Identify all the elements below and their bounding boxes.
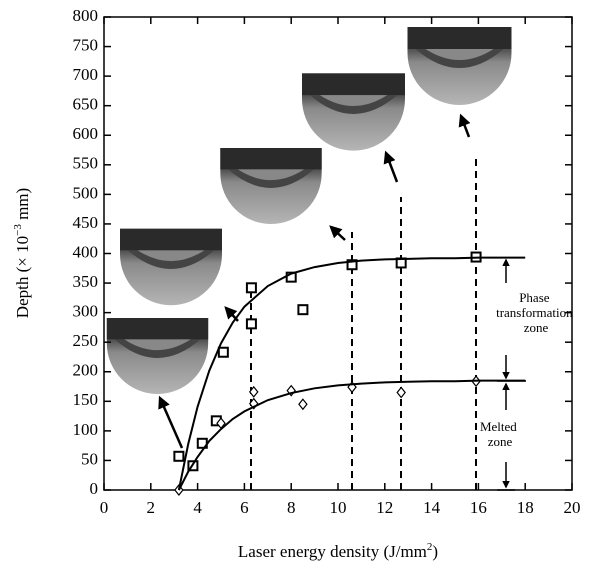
x-tick-label: 4: [193, 498, 202, 517]
y-tick-label: 200: [73, 361, 99, 380]
x-tick-label: 8: [287, 498, 296, 517]
y-tick-label: 800: [73, 6, 99, 25]
diamond-point: [298, 398, 308, 411]
y-tick-label: 150: [73, 390, 99, 409]
y-tick-label: 650: [73, 95, 99, 114]
x-label-part: 2: [427, 541, 433, 553]
fit-curve: [177, 256, 526, 491]
x-axis-label: Laser energy density (J/mm2): [238, 541, 438, 561]
square-point: [245, 318, 257, 330]
diamond-point: [396, 386, 406, 399]
x-tick-label: 10: [330, 498, 347, 517]
annotation-line: zone: [488, 434, 513, 449]
annotation: Phase transformation zone: [496, 290, 576, 335]
y-tick-label: 450: [73, 213, 99, 232]
dashed-guides: [250, 157, 477, 490]
annotation-line: Phase: [519, 290, 550, 305]
y-tick-label: 250: [73, 331, 99, 350]
y-axis-label: Depth (× 10−3 mm): [12, 188, 32, 318]
annotation-line: transformation: [496, 305, 573, 320]
y-tick-label: 550: [73, 154, 99, 173]
y-tick-label: 100: [73, 420, 99, 439]
y-label-part: Depth (× 10: [13, 236, 32, 318]
square-point: [346, 259, 358, 271]
y-tick-label: 700: [73, 65, 99, 84]
annotation: Melted zone: [480, 419, 520, 449]
x-tick-label: 6: [240, 498, 249, 517]
x-tick-label: 0: [100, 498, 109, 517]
x-tick-label: 16: [470, 498, 487, 517]
y-label-part: mm): [13, 188, 32, 224]
y-label-part: −3: [12, 224, 24, 236]
y-tick-label: 300: [73, 302, 99, 321]
y-tick-label: 500: [73, 183, 99, 202]
x-tick-label: 2: [147, 498, 156, 517]
diamond-point: [248, 385, 259, 398]
x-tick-label: 20: [564, 498, 581, 517]
x-tick-label: 14: [423, 498, 441, 517]
x-label-part: Laser energy density (J/mm: [238, 542, 427, 561]
annotation-line: Melted: [480, 419, 517, 434]
square-point: [173, 450, 185, 462]
square-point: [297, 304, 309, 316]
y-tick-label: 750: [73, 35, 99, 54]
y-tick-label: 0: [90, 479, 99, 498]
x-label-part: ): [432, 542, 438, 561]
x-tick-label: 12: [376, 498, 393, 517]
y-tick-label: 600: [73, 124, 99, 143]
x-tick-label: 18: [517, 498, 534, 517]
fit-curve: [177, 379, 526, 491]
micrographs: [106, 27, 512, 394]
y-tick-label: 400: [73, 242, 99, 261]
y-tick-label: 50: [81, 449, 98, 468]
square-point: [245, 282, 257, 294]
annotation-line: zone: [524, 320, 549, 335]
y-tick-label: 350: [73, 272, 99, 291]
square-point: [217, 346, 229, 358]
